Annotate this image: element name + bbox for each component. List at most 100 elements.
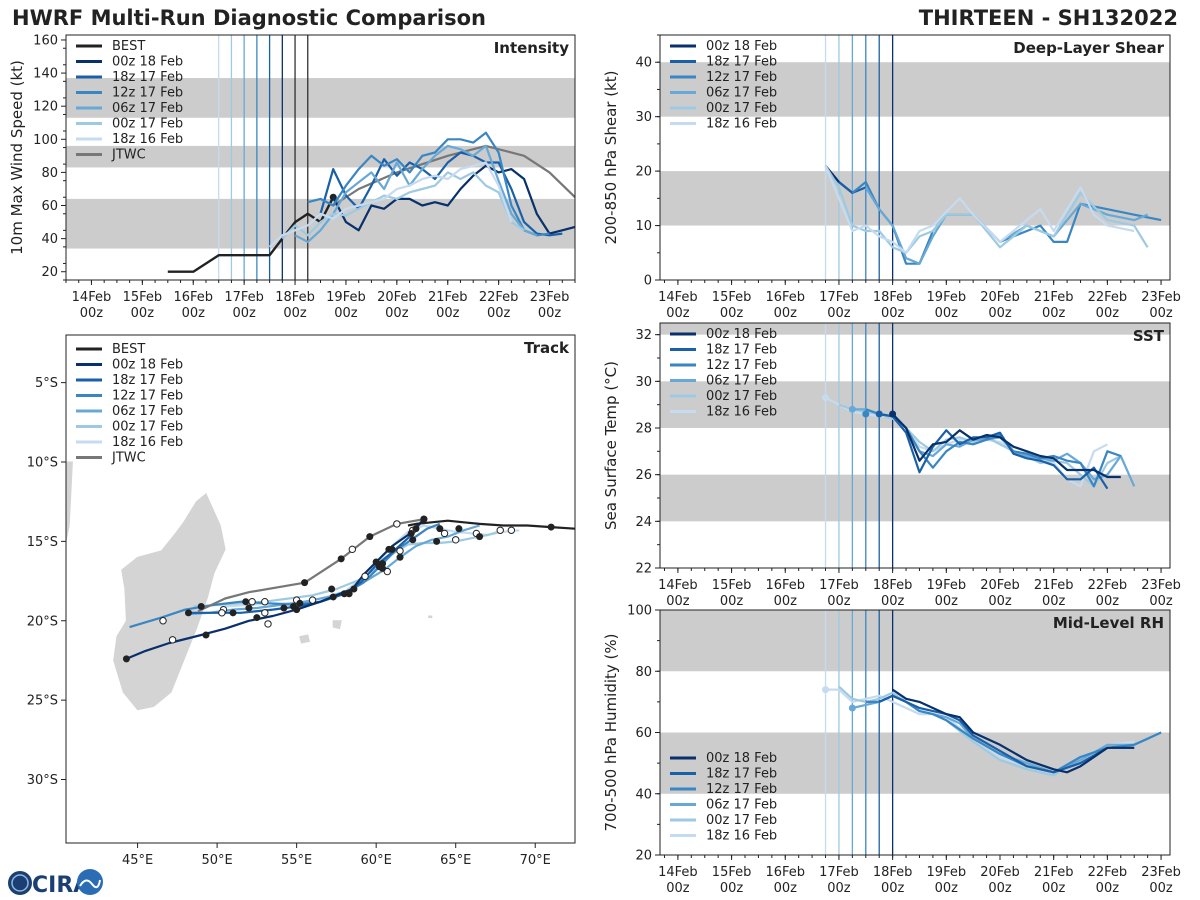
sst-series-00z-18-feb xyxy=(891,413,1121,479)
intensity-ytick-label: 100 xyxy=(33,133,58,148)
sst-legend-label: 00z 18 Feb xyxy=(706,327,777,342)
track-point-open-18z-17-feb xyxy=(218,609,226,617)
intensity-xtick-day: 23Feb xyxy=(530,290,570,305)
land-rodrigues xyxy=(428,615,433,619)
track-point-06z-17-feb xyxy=(455,525,463,533)
track-legend-label: BEST xyxy=(112,342,145,357)
intensity-panel: 2040608010012014016014Feb00z15Feb00z16Fe… xyxy=(8,33,576,321)
track-point-open-06z-17-feb xyxy=(383,567,392,576)
intensity-xtick-hour: 00z xyxy=(182,306,206,321)
intensity-title: Intensity xyxy=(494,39,570,57)
track-legend-label: 18z 16 Feb xyxy=(112,435,183,450)
intensity-ytick-label: 140 xyxy=(33,67,58,82)
track-xtick-label: 60°E xyxy=(361,853,392,868)
land-mozambique-coast xyxy=(66,461,73,542)
shear-xtick-hour: 00z xyxy=(1042,306,1066,321)
track-point-06z-17-feb xyxy=(245,604,253,612)
sst-xtick-hour: 00z xyxy=(666,594,690,609)
sst-legend-label: 00z 17 Feb xyxy=(706,389,777,404)
intensity-xtick-day: 16Feb xyxy=(173,290,213,305)
intensity-xtick-hour: 00z xyxy=(232,306,256,321)
rh-legend-label: 18z 17 Feb xyxy=(706,767,777,782)
intensity-legend-label: 00z 18 Feb xyxy=(112,55,183,70)
intensity-xtick-hour: 00z xyxy=(538,306,562,321)
rh-xtick-hour: 00z xyxy=(827,881,851,896)
track-point-open-18z-16-feb xyxy=(261,598,269,606)
track-point-open-00z-17-feb xyxy=(496,526,504,534)
sst-band xyxy=(660,323,1170,335)
shear-xtick-day: 21Feb xyxy=(1034,290,1074,305)
track-point-jtwc xyxy=(337,555,345,563)
track-title: Track xyxy=(524,339,570,357)
rh-legend-label: 12z 17 Feb xyxy=(706,782,777,797)
track-point-open-18z-16-feb xyxy=(361,572,369,580)
track-point-12z-17-feb xyxy=(409,536,417,544)
sst-init-marker-06z-17-feb xyxy=(848,405,856,413)
intensity-legend-label: 00z 17 Feb xyxy=(112,117,183,132)
rh-ytick-label: 80 xyxy=(635,665,652,680)
storm-id: THIRTEEN - SH132022 xyxy=(919,6,1178,30)
sst-xtick-day: 16Feb xyxy=(765,578,805,593)
track-point-open-00z-17-feb xyxy=(396,547,404,555)
rh-band xyxy=(660,610,1170,672)
track-point-open-00z-18-feb xyxy=(168,636,177,644)
intensity-xtick-day: 17Feb xyxy=(224,290,264,305)
rh-ytick-label: 20 xyxy=(635,849,652,864)
shear-xtick-day: 20Feb xyxy=(980,290,1020,305)
sst-xtick-hour: 00z xyxy=(988,594,1012,609)
sst-xtick-day: 21Feb xyxy=(1034,578,1074,593)
shear-xtick-day: 14Feb xyxy=(658,290,698,305)
intensity-xtick-hour: 00z xyxy=(487,306,511,321)
track-point-12z-17-feb xyxy=(242,598,250,606)
rh-xtick-day: 21Feb xyxy=(1034,865,1074,880)
shear-xtick-hour: 00z xyxy=(1149,306,1173,321)
sst-xtick-hour: 00z xyxy=(774,594,798,609)
sst-xtick-day: 20Feb xyxy=(980,578,1020,593)
shear-xtick-hour: 00z xyxy=(935,306,959,321)
track-point-00z-18-feb xyxy=(293,606,301,614)
sst-xtick-hour: 00z xyxy=(1096,594,1120,609)
track-xtick-label: 70°E xyxy=(520,853,551,868)
shear-frame xyxy=(659,34,1171,281)
intensity-ytick-label: 160 xyxy=(33,33,58,48)
shear-xtick-day: 16Feb xyxy=(765,290,805,305)
track-point-18z-17-feb xyxy=(280,604,288,612)
track-point-00z-18-feb xyxy=(372,558,380,566)
sst-xtick-hour: 00z xyxy=(935,594,959,609)
intensity-ytick-label: 120 xyxy=(33,100,58,115)
intensity-xtick-hour: 00z xyxy=(436,306,460,321)
globe-ring-icon xyxy=(11,874,29,892)
sst-panel: 22242628303214Feb00z15Feb00z16Feb00z17Fe… xyxy=(602,322,1181,609)
rh-xtick-hour: 00z xyxy=(720,881,744,896)
shear-legend-label: 00z 18 Feb xyxy=(706,39,777,54)
sst-legend-label: 18z 17 Feb xyxy=(706,343,777,358)
sst-legend-label: 18z 16 Feb xyxy=(706,405,777,420)
track-point-open-jtwc xyxy=(393,520,401,528)
rh-legend-label: 18z 16 Feb xyxy=(706,829,777,844)
shear-xtick-day: 22Feb xyxy=(1088,290,1128,305)
shear-xtick-hour: 00z xyxy=(988,306,1012,321)
rh-xtick-hour: 00z xyxy=(1149,881,1173,896)
track-point-18z-17-feb xyxy=(184,609,192,617)
sst-xtick-hour: 00z xyxy=(827,594,851,609)
track-point-06z-17-feb xyxy=(296,599,304,607)
rh-ylabel: 700-500 hPa Humidity (%) xyxy=(602,633,620,831)
rh-series-18z-17-feb xyxy=(878,694,1135,774)
rh-xtick-day: 15Feb xyxy=(712,865,752,880)
track-point-06z-17-feb xyxy=(350,585,358,593)
track-point-best xyxy=(420,515,428,523)
track-point-jtwc xyxy=(366,533,374,541)
intensity-series-06z-17-feb xyxy=(294,144,538,243)
sst-ylabel: Sea Surface Temp (°C) xyxy=(602,361,620,530)
intensity-ylabel: 10m Max Wind Speed (kt) xyxy=(8,60,26,255)
rh-xtick-day: 19Feb xyxy=(927,865,967,880)
sst-legend-label: 06z 17 Feb xyxy=(706,374,777,389)
shear-ytick-label: 40 xyxy=(635,56,652,71)
intensity-plot-area xyxy=(66,35,575,280)
track-panel: 5°S 10°S 15°S 20°S 25°S 30°S 45°E 50°E 55°E 60°E 6… xyxy=(27,334,576,868)
sst-ytick-label: 28 xyxy=(635,422,652,437)
track-point-18z-16-feb xyxy=(436,525,444,533)
shear-legend-label: 12z 17 Feb xyxy=(706,70,777,85)
sst-xtick-day: 19Feb xyxy=(927,578,967,593)
rh-xtick-hour: 00z xyxy=(881,881,905,896)
